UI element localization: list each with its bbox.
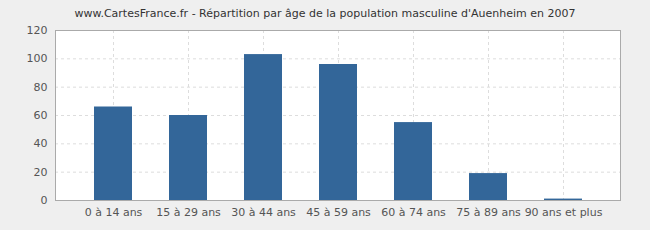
svg-text:30 à 44 ans: 30 à 44 ans: [231, 206, 296, 219]
svg-text:40: 40: [34, 137, 48, 150]
html-text:www.CartesFrance.fr - Répartit: www.CartesFrance.fr - Répartition par âg…: [74, 7, 576, 20]
svg-text:20: 20: [34, 166, 48, 179]
svg-text:75 à 89 ans: 75 à 89 ans: [456, 206, 521, 219]
svg-text:60: 60: [34, 109, 48, 122]
svg-text:0: 0: [41, 194, 48, 207]
svg-text:90 ans et plus: 90 ans et plus: [525, 206, 603, 219]
svg-text:45 à 59 ans: 45 à 59 ans: [306, 206, 371, 219]
svg-text:80: 80: [34, 81, 48, 94]
svg-text:0 à 14 ans: 0 à 14 ans: [85, 206, 143, 219]
svg-text:60 à 74 ans: 60 à 74 ans: [381, 206, 446, 219]
svg-text:100: 100: [27, 52, 48, 65]
svg-text:15 à 29 ans: 15 à 29 ans: [156, 206, 221, 219]
svg-text:120: 120: [27, 25, 48, 37]
